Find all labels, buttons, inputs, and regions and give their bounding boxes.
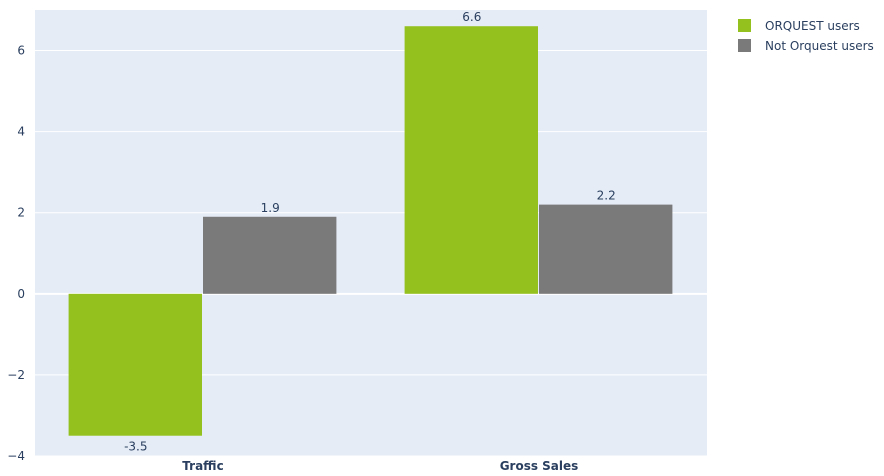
bars <box>68 26 673 436</box>
bar <box>203 216 337 294</box>
data-label: 6.6 <box>462 10 481 24</box>
y-tick-label: −2 <box>7 368 25 382</box>
bar <box>404 26 538 294</box>
legend-swatch <box>738 19 751 32</box>
legend-label: ORQUEST users <box>765 19 860 33</box>
y-tick-label: 4 <box>17 125 25 139</box>
data-label: 2.2 <box>597 189 616 203</box>
bar <box>539 204 673 294</box>
axes: −4 −2 0 2 4 6 Traffic Gross Sales <box>7 44 579 473</box>
legend-swatch <box>738 39 751 52</box>
x-tick-label: Traffic <box>182 459 223 472</box>
x-tick-label: Gross Sales <box>500 459 579 472</box>
y-tick-label: 2 <box>17 206 25 220</box>
bar <box>68 293 202 436</box>
data-labels: -3.5 1.9 6.6 2.2 <box>124 10 616 454</box>
data-label: 1.9 <box>261 201 280 215</box>
y-tick-label: 6 <box>17 44 25 58</box>
legend-item[interactable]: Not Orquest users <box>738 39 874 53</box>
legend[interactable]: ORQUEST users Not Orquest users <box>738 19 874 53</box>
y-tick-label: −4 <box>7 449 25 463</box>
legend-item[interactable]: ORQUEST users <box>738 19 860 33</box>
legend-label: Not Orquest users <box>765 39 874 53</box>
data-label: -3.5 <box>124 440 147 454</box>
y-tick-label: 0 <box>17 287 25 301</box>
